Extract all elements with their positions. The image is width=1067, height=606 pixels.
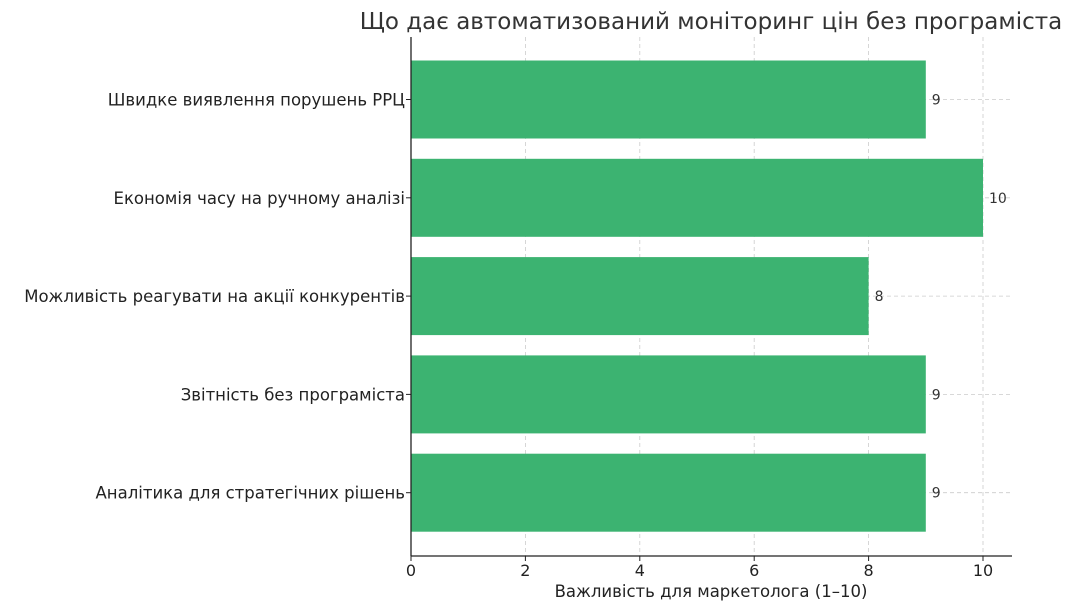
data-label: 8 (875, 289, 884, 305)
x-tick-label: 10 (973, 561, 993, 580)
y-tick-label: Економія часу на ручному аналізі (114, 189, 405, 208)
y-tick-label: Звітність без програміста (181, 385, 405, 404)
bar (411, 158, 983, 237)
x-tick-label: 2 (520, 561, 530, 580)
y-tick-label: Швидке виявлення порушень РРЦ (108, 91, 405, 110)
x-tick-label: 4 (635, 561, 645, 580)
data-label: 9 (932, 93, 941, 109)
x-axis-label: Важливість для маркетолога (1–10) (555, 582, 868, 601)
data-label: 9 (932, 486, 941, 502)
x-tick-label: 6 (749, 561, 759, 580)
y-tick-label: Можливість реагувати на акції конкуренті… (24, 287, 405, 306)
x-ticks: 0 2 4 6 8 10 (406, 556, 993, 580)
data-label: 10 (989, 191, 1007, 207)
bar (411, 257, 869, 336)
y-tick-labels: Швидке виявлення порушень РРЦ Економія ча… (24, 91, 411, 503)
data-label: 9 (932, 387, 941, 403)
bar (411, 355, 926, 434)
x-tick-label: 8 (864, 561, 874, 580)
y-tick-label: Аналітика для стратегічних рішень (96, 484, 405, 503)
x-tick-label: 0 (406, 561, 416, 580)
bar (411, 453, 926, 532)
chart-title: Що дає автоматизований моніторинг цін бе… (360, 9, 1063, 35)
bar (411, 60, 926, 139)
bars: 9 10 8 9 9 (411, 60, 1007, 532)
